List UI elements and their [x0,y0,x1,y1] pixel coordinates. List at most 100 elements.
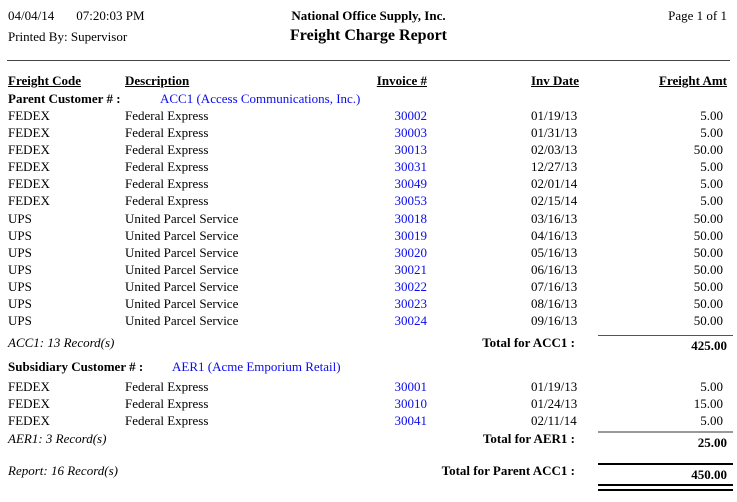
freight-code-cell: FEDEX [8,379,50,395]
inv-date-cell: 06/16/13 [531,261,578,277]
header-divider [7,60,730,61]
table-row: UPS United Parcel Service 30022 07/16/13… [0,279,737,296]
invoice-link[interactable]: 30019 [394,227,428,243]
printed-by: Printed By: Supervisor [8,29,128,44]
table-row: FEDEX Federal Express 30010 01/24/13 15.… [0,396,737,413]
freight-code-cell: FEDEX [8,108,50,123]
freight-code-cell: UPS [8,278,32,294]
freight-code-cell: UPS [8,261,32,277]
customer-link[interactable]: AER1 (Acme Emporium Retail) [172,359,341,375]
inv-date-cell: 01/31/13 [531,125,578,141]
invoice-link[interactable]: 30022 [394,278,428,294]
inv-date-cell: 09/16/13 [531,313,578,329]
col-header-invoice: Invoice # [376,73,427,88]
invoice-link[interactable]: 30041 [394,413,428,429]
invoice-link[interactable]: 30021 [394,261,428,277]
table-row: UPS United Parcel Service 30019 04/16/13… [0,228,737,245]
amount-cell: 50.00 [693,278,723,294]
col-header-freight-code: Freight Code [8,73,82,88]
amount-cell: 50.00 [693,210,723,226]
table-row: UPS United Parcel Service 30021 06/16/13… [0,262,737,279]
description-cell: United Parcel Service [125,261,239,277]
inv-date-cell: 04/16/13 [531,227,578,243]
report-datetime: 04/04/14 07:20:03 PM [8,8,145,24]
table-row: FEDEX Federal Express 30001 01/19/13 5.0… [0,379,737,396]
invoice-link[interactable]: 30013 [394,142,428,158]
freight-code-cell: FEDEX [8,396,50,412]
freight-code-cell: UPS [8,227,32,243]
invoice-link[interactable]: 30020 [394,244,428,260]
invoice-link[interactable]: 30010 [394,396,428,412]
amount-cell: 15.00 [693,396,723,412]
table-row: FEDEX Federal Express 30041 02/11/14 5.0… [0,413,737,430]
company-name: National Office Supply, Inc. [291,8,446,23]
invoice-link[interactable]: 30003 [394,125,428,141]
table-row: FEDEX Federal Express 30003 01/31/13 5.0… [0,125,737,142]
description-cell: United Parcel Service [125,278,239,294]
report-time: 07:20:03 PM [76,8,145,23]
inv-date-cell: 12/27/13 [531,159,578,175]
total-amount: 25.00 [598,430,733,451]
description-cell: Federal Express [125,125,209,141]
amount-cell: 50.00 [693,296,723,312]
amount-cell: 50.00 [693,227,723,243]
inv-date-cell: 02/15/14 [531,193,578,209]
invoice-link[interactable]: 30001 [394,379,428,395]
parent-rows: FEDEX Federal Express 30002 01/19/13 5.0… [0,108,737,330]
amount-cell: 5.00 [700,159,723,175]
description-cell: United Parcel Service [125,244,239,260]
freight-code-cell: FEDEX [8,176,50,192]
description-cell: Federal Express [125,413,209,429]
table-row: UPS United Parcel Service 30020 05/16/13… [0,245,737,262]
inv-date-cell: 05/16/13 [531,244,578,260]
inv-date-cell: 03/16/13 [531,210,578,226]
inv-date-cell: 01/19/13 [531,379,578,395]
description-cell: Federal Express [125,379,209,395]
freight-code-cell: UPS [8,244,32,260]
grand-total-double-underline [598,483,733,491]
inv-date-cell: 07/16/13 [531,278,578,294]
description-cell: Federal Express [125,193,209,209]
table-row: UPS United Parcel Service 30018 03/16/13… [0,211,737,228]
amount-cell: 50.00 [693,142,723,158]
subsidiary-rows: FEDEX Federal Express 30001 01/19/13 5.0… [0,379,737,430]
freight-code-cell: UPS [8,313,32,329]
freight-code-cell: FEDEX [8,193,50,209]
invoice-link[interactable]: 30049 [394,176,428,192]
subsidiary-customer-group-row: Subsidiary Customer # : AER1 (Acme Empor… [0,359,737,376]
report-body: Freight Code Description Invoice # Inv D… [0,60,737,493]
invoice-link[interactable]: 30024 [394,313,428,329]
amount-cell: 5.00 [700,413,723,429]
table-row: FEDEX Federal Express 30002 01/19/13 5.0… [0,108,737,125]
invoice-link[interactable]: 30031 [394,159,428,175]
invoice-link[interactable]: 30018 [394,210,428,226]
freight-code-cell: UPS [8,210,32,226]
parent-customer-label: Parent Customer # : [8,91,121,106]
report-title: Freight Charge Report [290,27,447,44]
inv-date-cell: 02/01/14 [531,176,578,192]
subsidiary-total-row: AER1: 3 Record(s) Total for AER1 : 25.00 [0,430,737,453]
inv-date-cell: 01/19/13 [531,108,578,123]
description-cell: Federal Express [125,108,209,123]
amount-cell: 5.00 [700,176,723,192]
description-cell: United Parcel Service [125,227,239,243]
invoice-link[interactable]: 30053 [394,193,428,209]
description-cell: Federal Express [125,176,209,192]
parent-customer-group-row: Parent Customer # : ACC1 (Access Communi… [0,91,737,108]
record-count-note: AER1: 3 Record(s) [8,430,107,446]
description-cell: United Parcel Service [125,210,239,226]
report-date: 04/04/14 [8,8,55,23]
amount-cell: 5.00 [700,125,723,141]
customer-link[interactable]: ACC1 (Access Communications, Inc.) [160,91,361,106]
invoice-link[interactable]: 30002 [394,108,428,123]
column-header-row: Freight Code Description Invoice # Inv D… [0,73,737,91]
freight-code-cell: FEDEX [8,413,50,429]
inv-date-cell: 02/03/13 [531,142,578,158]
description-cell: Federal Express [125,159,209,175]
freight-code-cell: FEDEX [8,142,50,158]
col-header-description: Description [125,73,190,88]
invoice-link[interactable]: 30023 [394,296,428,312]
parent-total-row: ACC1: 13 Record(s) Total for ACC1 : 425.… [0,335,737,357]
amount-cell: 50.00 [693,244,723,260]
